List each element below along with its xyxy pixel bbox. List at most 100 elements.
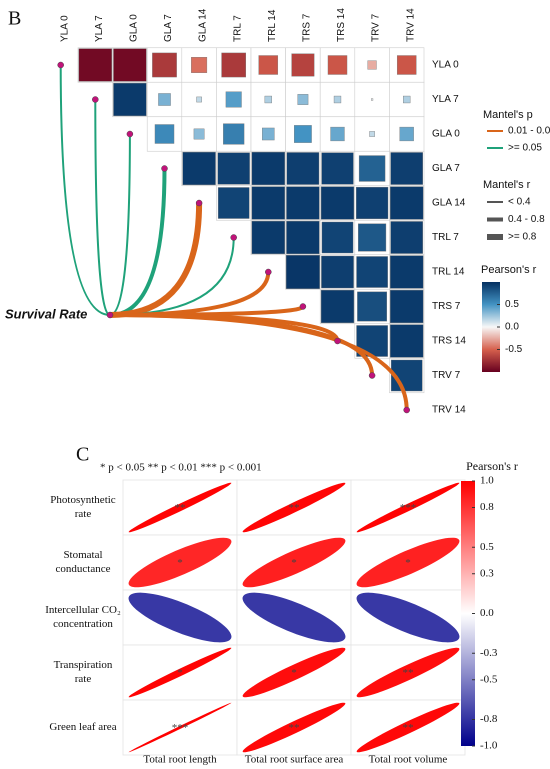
column-label: YLA 0 [59, 15, 70, 42]
correlation-ellipse [242, 482, 346, 533]
correlation-ellipse [242, 592, 346, 643]
heat-square [356, 256, 388, 288]
cell [319, 47, 356, 83]
row-label: TRL 14 [432, 267, 465, 278]
heat-square [390, 186, 424, 220]
column-label: TRV 14 [405, 8, 416, 42]
colorbar-tick-label: -0.8 [480, 713, 498, 725]
correlation-ellipse [356, 647, 460, 698]
legend-label: >= 0.05 [508, 143, 542, 154]
source-node [106, 311, 114, 319]
row-label: YLA 7 [432, 94, 459, 105]
mantel-link [94, 98, 111, 316]
heat-square [355, 186, 389, 220]
correlation-ellipse [356, 702, 460, 753]
significance: *** [400, 502, 417, 514]
significance: *** [172, 722, 189, 734]
node [126, 130, 134, 138]
legend-title: Mantel's p [483, 109, 533, 121]
significance: ** [175, 502, 186, 514]
heat-square [294, 125, 312, 143]
row-label: rate [75, 508, 92, 520]
node [368, 372, 376, 379]
mantel-link [108, 313, 375, 378]
correlation-ellipse [356, 537, 460, 588]
correlation-ellipse [242, 702, 346, 753]
heat-square [358, 155, 386, 182]
heat-square [196, 96, 202, 103]
heat-square [225, 91, 242, 108]
row-label: GLA 14 [432, 198, 466, 209]
correlation-ellipse [356, 482, 460, 533]
heat-square [113, 48, 147, 82]
column-label: TRL 14 [267, 9, 278, 42]
significance: ** [403, 667, 414, 679]
heat-square [371, 98, 374, 101]
node [230, 234, 237, 241]
colorbar-tick-label: 0.5 [505, 299, 519, 310]
mantel-link [108, 313, 409, 412]
heat-square [221, 52, 247, 78]
source-label: Survival Rate [5, 306, 87, 321]
node [403, 406, 410, 414]
colorbar-tick-label: -0.5 [505, 344, 523, 355]
column-label: GLA 14 [198, 8, 209, 42]
column-label: TRV 7 [371, 13, 382, 42]
row-label: Intercellular CO₂ [45, 604, 121, 616]
correlation-ellipse [128, 482, 232, 533]
row-label: TRS 14 [432, 336, 466, 347]
heat-square [217, 187, 250, 219]
significance: * [291, 557, 297, 569]
correlation-ellipse [128, 592, 232, 643]
correlation-ellipse [242, 537, 346, 588]
panel-c: C * p < 0.05 ** p < 0.01 *** p < 0.001 P… [45, 444, 518, 766]
heat-square [217, 152, 250, 185]
heat-square [297, 94, 309, 105]
column-label: TRS 7 [302, 13, 313, 42]
heat-square [390, 152, 423, 185]
row-label: TRV 14 [432, 405, 466, 416]
node [92, 96, 99, 103]
correlation-ellipse [242, 647, 346, 698]
heat-square [358, 223, 387, 252]
panel-label: C [76, 444, 89, 466]
mantel-link [109, 236, 235, 316]
heat-square [286, 186, 320, 220]
heat-square [321, 152, 354, 185]
mantel-link [108, 270, 271, 317]
heat-square [320, 186, 355, 220]
heat-square [251, 186, 285, 220]
heat-square [182, 151, 216, 186]
heat-square [367, 60, 377, 70]
heat-square [396, 55, 417, 75]
colorbar-tick-label: 0.0 [480, 607, 494, 619]
heat-square [286, 152, 320, 185]
heat-square [193, 128, 205, 140]
row-label: Stomatal [63, 549, 102, 561]
legend-label: >= 0.8 [508, 232, 537, 243]
row-label: rate [75, 673, 92, 685]
row-label: GLA 0 [432, 129, 460, 140]
node [161, 165, 168, 172]
correlation-ellipse [128, 537, 232, 588]
node [265, 268, 272, 276]
legend-label: 0.01 - 0.05 [508, 126, 550, 137]
heat-square [390, 289, 424, 324]
heat-square [399, 126, 414, 142]
heat-square [251, 220, 285, 255]
significance: * [291, 667, 297, 679]
panel-label: B [8, 8, 21, 30]
column-label: GLA 0 [129, 14, 140, 42]
significance: * [177, 667, 183, 679]
significance: ** [403, 722, 414, 734]
significance: * [177, 557, 183, 569]
heat-square [152, 52, 177, 78]
heat-square [191, 57, 208, 73]
row-label: TRS 7 [432, 301, 461, 312]
column-label: TRS 14 [336, 8, 347, 42]
legend-title: Mantel's r [483, 179, 531, 191]
heat-square [286, 220, 320, 255]
heat-square [158, 93, 171, 106]
heat-square [327, 55, 348, 75]
